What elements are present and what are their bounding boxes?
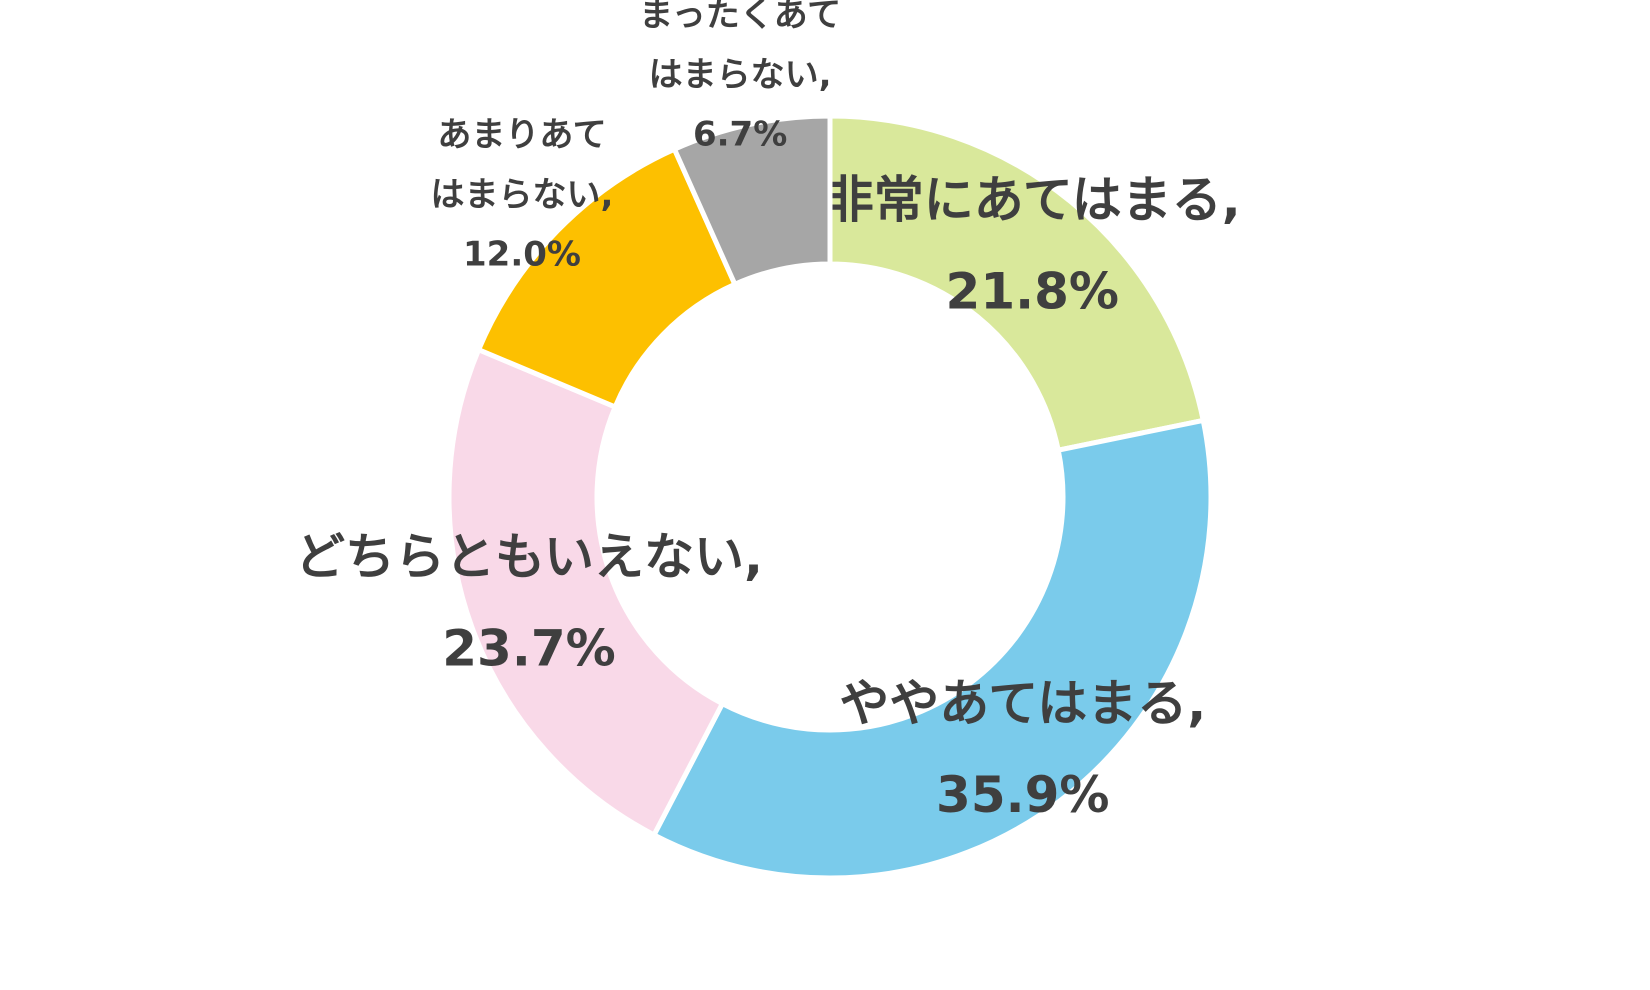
donut-slice <box>446 346 726 839</box>
label-line: あまりあて <box>437 115 606 155</box>
label-line: はまらない, <box>431 175 614 215</box>
data-label-value: 35.9% <box>936 766 1109 824</box>
donut-slice <box>650 417 1214 881</box>
data-label-name: ややあてはまる, <box>839 674 1206 732</box>
data-label-value: 12.0% <box>463 235 581 275</box>
label-line: 非常にあてはまる, <box>824 170 1241 228</box>
donut-slice <box>671 113 833 288</box>
data-label-name: まったくあてはまらない, <box>639 0 841 94</box>
data-label-value: 21.8% <box>946 262 1119 320</box>
donut-slice <box>827 113 1207 454</box>
label-line: どちらともいえない, <box>295 527 763 585</box>
data-label-name: どちらともいえない, <box>295 527 763 585</box>
label-line: はまらない, <box>649 54 832 94</box>
data-label-value: 6.7% <box>693 114 787 154</box>
data-label-name: あまりあてはまらない, <box>431 115 614 215</box>
data-label-value: 23.7% <box>442 619 615 677</box>
data-label-name: 非常にあてはまる, <box>824 170 1241 228</box>
label-line: ややあてはまる, <box>839 674 1206 732</box>
label-line: まったくあて <box>639 0 841 34</box>
